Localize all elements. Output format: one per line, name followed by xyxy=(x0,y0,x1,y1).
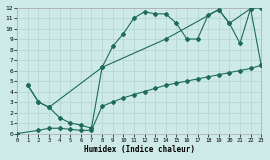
X-axis label: Humidex (Indice chaleur): Humidex (Indice chaleur) xyxy=(84,145,195,154)
